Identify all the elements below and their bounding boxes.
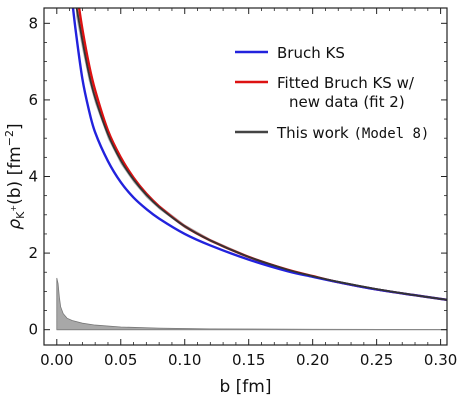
series-line-this-work [75, 8, 447, 301]
filled-area-layer [56, 277, 447, 331]
y-axis-label-body: (b) [fm [5, 146, 25, 205]
y-axis: 0 2 4 6 8 [28, 14, 447, 339]
y-tick-label: 6 [28, 91, 38, 109]
y-axis-label: ρK+(b) [fm−2] [3, 123, 27, 229]
y-axis-label-symbol: ρ [5, 219, 25, 230]
y-tick-label: 8 [28, 14, 38, 32]
series-layer [71, 8, 447, 301]
x-tick-label: 0.10 [168, 351, 201, 369]
x-tick-label: 0.20 [296, 351, 329, 369]
legend-label-fitted-line-1: Fitted Bruch KS w/ [277, 74, 415, 92]
x-tick-label: 0.05 [104, 351, 137, 369]
legend-label-fitted-line-2: new data (fit 2) [289, 93, 405, 111]
x-axis-label: b [fm] [219, 377, 271, 397]
series-line-bruch-ks [71, 8, 447, 301]
y-axis-label-subscript-sup: + [9, 205, 18, 212]
x-tick-label: 0.30 [424, 351, 457, 369]
uncertainty-band [75, 8, 447, 301]
y-tick-label: 4 [28, 168, 38, 186]
y-axis-label-subscript: K [14, 211, 27, 219]
filled-area [56, 277, 447, 331]
band-layer [75, 8, 447, 301]
legend-label-this-work-main: This work [276, 124, 354, 142]
legend-label-this-work-model: (Model 8) [354, 126, 430, 142]
x-tick-label: 0.00 [40, 351, 73, 369]
x-tick-label: 0.25 [360, 351, 393, 369]
y-tick-label: 0 [28, 321, 38, 339]
y-axis-label-exponent: −2 [3, 130, 16, 146]
legend-label-bruch-ks: Bruch KS [277, 44, 345, 62]
y-tick-label: 2 [28, 244, 38, 262]
legend-label-fitted-bruch-ks: Fitted Bruch KS w/ new data (fit 2) [277, 74, 419, 111]
legend: Bruch KS Fitted Bruch KS w/ new data (fi… [235, 44, 429, 142]
y-axis-label-close: ] [5, 123, 25, 130]
x-tick-label: 0.15 [232, 351, 265, 369]
legend-label-this-work: This work (Model 8) [276, 124, 429, 142]
series-line-fitted-bruch-ks [77, 8, 447, 301]
x-axis: 0.00 0.05 0.10 0.15 0.20 0.25 0.30 [40, 8, 457, 369]
plot-frame [43, 7, 448, 346]
